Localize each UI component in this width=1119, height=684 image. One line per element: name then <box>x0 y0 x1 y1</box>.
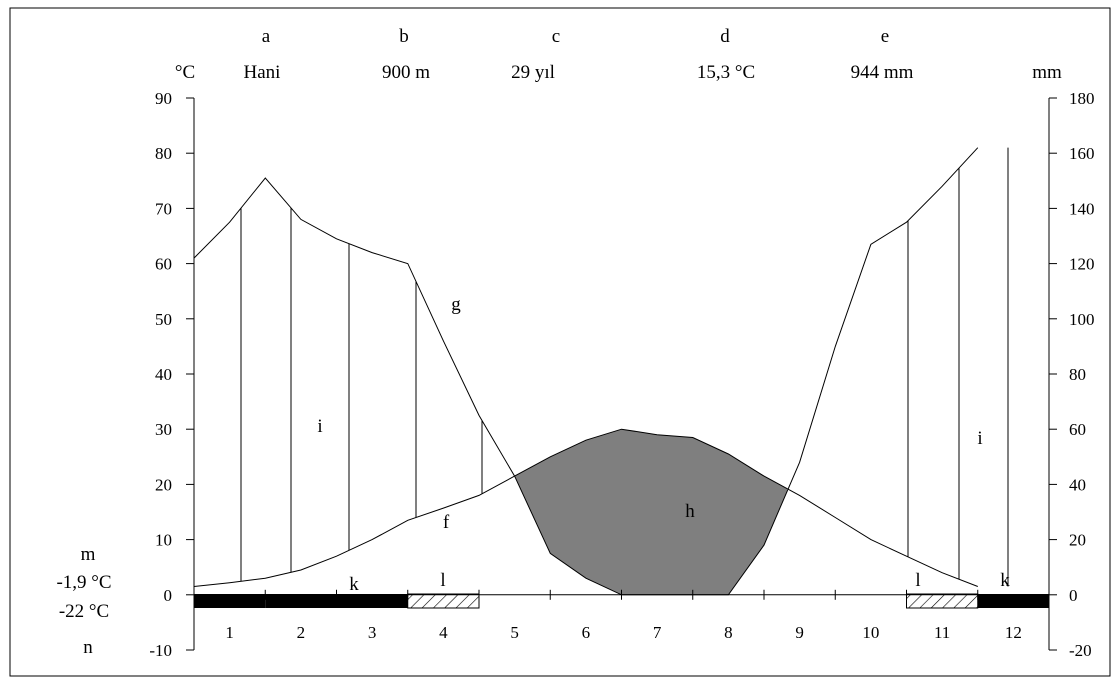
probable-frost-bar <box>407 593 480 609</box>
label-m: m <box>81 544 96 565</box>
month-label: 7 <box>653 623 662 642</box>
dry-period-area <box>515 429 787 595</box>
header-letter-d: d <box>720 26 730 47</box>
observation-years: 29 yıl <box>511 62 555 83</box>
left-tick-label: -10 <box>149 641 172 660</box>
right-tick-label: 0 <box>1069 586 1078 605</box>
header-letter-e: e <box>881 26 889 47</box>
left-tick-label: 0 <box>164 586 173 605</box>
month-label: 8 <box>724 623 733 642</box>
station-name: Hani <box>244 62 281 83</box>
right-tick-label: 140 <box>1069 199 1095 218</box>
label-i-humid-right: i <box>977 428 982 449</box>
absolute-frost-bar <box>977 594 1049 608</box>
right-tick-label: 160 <box>1069 144 1095 163</box>
absolute-frost-bar <box>265 594 337 608</box>
right-tick-label: 80 <box>1069 365 1086 384</box>
label-f-temperature: f <box>443 512 450 533</box>
right-tick-label: -20 <box>1069 641 1092 660</box>
header-letter-b: b <box>399 26 409 47</box>
month-label: 6 <box>582 623 591 642</box>
left-tick-label: 60 <box>155 255 172 274</box>
label-i-humid-left: i <box>317 416 322 437</box>
left-tick-label: 50 <box>155 310 172 329</box>
right-tick-label: 180 <box>1069 89 1095 108</box>
mean-min-coldest-month: -1,9 °C <box>56 572 111 593</box>
month-label: 5 <box>510 623 519 642</box>
right-tick-label: 60 <box>1069 420 1086 439</box>
left-tick-label: 10 <box>155 531 172 550</box>
frost-bars <box>194 593 1049 609</box>
month-label: 10 <box>862 623 879 642</box>
label-k-right: k <box>1000 570 1010 591</box>
label-l-left: l <box>440 570 445 591</box>
left-tick-label: 90 <box>155 89 172 108</box>
precipitation-curve-g <box>193 147 979 596</box>
probable-frost-bar <box>906 593 979 609</box>
left-axis-unit: °C <box>175 62 195 83</box>
right-tick-label: 100 <box>1069 310 1095 329</box>
header-letter-c: c <box>552 26 560 47</box>
left-tick-label: 30 <box>155 420 172 439</box>
mean-temperature: 15,3 °C <box>697 62 755 83</box>
header-letter-a: a <box>262 26 271 47</box>
month-label: 12 <box>1005 623 1022 642</box>
absolute-frost-bar <box>194 594 266 608</box>
month-label: 2 <box>297 623 306 642</box>
temperature-curve-f <box>193 428 978 587</box>
right-axis-unit: mm <box>1032 62 1062 83</box>
label-k-left: k <box>349 574 359 595</box>
month-label: 4 <box>439 623 448 642</box>
label-g-precipitation: g <box>451 294 461 315</box>
left-tick-label: 80 <box>155 144 172 163</box>
right-tick-label: 40 <box>1069 475 1086 494</box>
humid-period-hatching <box>240 147 1009 587</box>
month-label: 1 <box>225 623 234 642</box>
diagram-border <box>9 7 1111 677</box>
curves <box>193 147 979 596</box>
tick-labels: 9080706050403020100-10180160140120100806… <box>149 89 1094 660</box>
right-tick-label: 120 <box>1069 255 1095 274</box>
label-h-dry-period: h <box>685 501 695 522</box>
month-label: 3 <box>368 623 377 642</box>
station-elevation: 900 m <box>382 62 430 83</box>
left-tick-label: 20 <box>155 475 172 494</box>
absolute-minimum: -22 °C <box>59 601 109 622</box>
label-l-right: l <box>915 570 920 591</box>
month-label: 11 <box>934 623 950 642</box>
label-n: n <box>83 637 93 658</box>
left-tick-label: 40 <box>155 365 172 384</box>
right-tick-label: 20 <box>1069 531 1086 550</box>
left-tick-label: 70 <box>155 199 172 218</box>
dry-period-polygon <box>515 429 787 595</box>
annual-precipitation: 944 mm <box>851 62 914 83</box>
absolute-frost-bar <box>336 594 408 608</box>
month-label: 9 <box>795 623 804 642</box>
